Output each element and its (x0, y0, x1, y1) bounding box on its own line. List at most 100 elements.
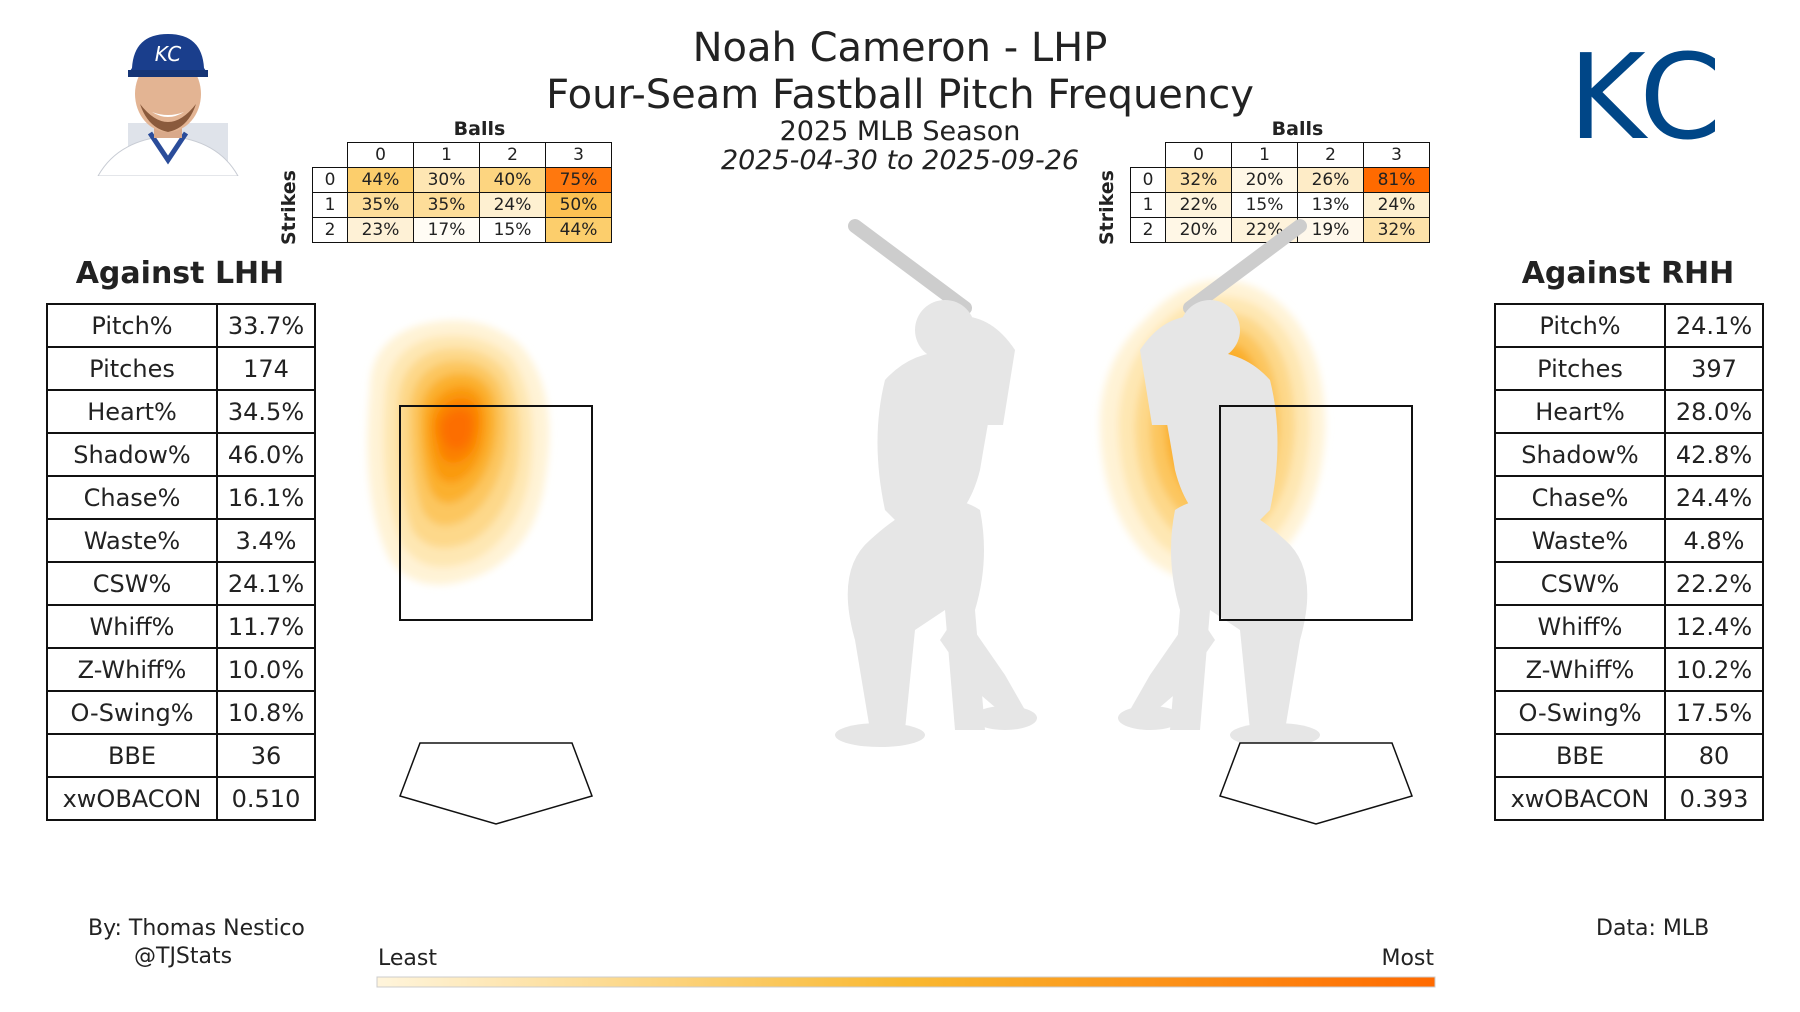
byline: By: Thomas Nestico (88, 916, 305, 941)
stat-value: 46.0% (216, 432, 316, 477)
stat-value: 0.393 (1664, 776, 1764, 821)
stat-label: Z-Whiff% (1494, 647, 1666, 692)
colorbar-most-label: Most (1381, 946, 1434, 971)
stat-value: 24.1% (1664, 303, 1764, 348)
stat-value: 42.8% (1664, 432, 1764, 477)
count-cell: 81% (1363, 167, 1430, 193)
stat-label: Chase% (46, 475, 218, 520)
kc-royals-logo: KC (1575, 30, 1715, 166)
count-cell: 44% (545, 217, 612, 243)
player-headshot: KC (97, 34, 239, 176)
stat-label: Waste% (46, 518, 218, 563)
count-cell: 35% (413, 192, 480, 218)
stat-value: 22.2% (1664, 561, 1764, 606)
stat-row: BBE 80 (1494, 733, 1764, 778)
count-cell: 44% (347, 167, 414, 193)
strikes-label-lhh: Strikes (278, 170, 300, 245)
pitch-location-graphic (367, 200, 1413, 825)
lhh-panel-header: Against LHH (75, 256, 285, 291)
stat-row: Chase% 16.1% (46, 475, 316, 520)
stat-row: Whiff% 11.7% (46, 604, 316, 649)
stat-value: 174 (216, 346, 316, 391)
lhh-strike-zone (399, 405, 593, 621)
stat-label: BBE (46, 733, 218, 778)
balls-col-header: 0 (1165, 142, 1232, 168)
cap-logo-text: KC (155, 42, 182, 66)
stat-row: Pitch% 24.1% (1494, 303, 1764, 348)
stat-label: Pitch% (46, 303, 218, 348)
logo-text: KC (1575, 30, 1715, 166)
stat-label: xwOBACON (1494, 776, 1666, 821)
rhh-panel-header: Against RHH (1521, 256, 1735, 291)
stat-value: 10.0% (216, 647, 316, 692)
left-handed-batter-silhouette (835, 226, 1037, 747)
lhh-stats-table: Pitch% 33.7% Pitches 174 Heart% 34.5% Shado… (46, 303, 316, 821)
stat-label: BBE (1494, 733, 1666, 778)
stat-label: Chase% (1494, 475, 1666, 520)
stat-label: Pitch% (1494, 303, 1666, 348)
chart-title-line2: Four-Seam Fastball Pitch Frequency (546, 72, 1254, 118)
frequency-colorbar (376, 976, 1436, 988)
count-cell: 24% (479, 192, 546, 218)
balls-col-header: 3 (545, 142, 612, 168)
count-cell: 15% (479, 217, 546, 243)
stat-label: Pitches (1494, 346, 1666, 391)
stat-row: Pitch% 33.7% (46, 303, 316, 348)
count-table-lhh: 0 1 2 3 0 44% 30% 40% 75% 1 35% 35% 24% … (312, 142, 612, 243)
stat-value: 34.5% (216, 389, 316, 434)
stat-row: CSW% 22.2% (1494, 561, 1764, 606)
rhh-home-plate (1219, 742, 1413, 825)
balls-label-rhh: Balls (1271, 118, 1324, 140)
count-cell: 40% (479, 167, 546, 193)
stat-label: Whiff% (46, 604, 218, 649)
stat-label: Shadow% (1494, 432, 1666, 477)
balls-col-header: 3 (1363, 142, 1430, 168)
lhh-density-heatmap (367, 320, 550, 585)
stat-row: Chase% 24.4% (1494, 475, 1764, 520)
date-range: 2025-04-30 to 2025-09-26 (720, 145, 1080, 176)
stat-row: Heart% 34.5% (46, 389, 316, 434)
count-cell: 20% (1231, 167, 1298, 193)
stat-label: O-Swing% (46, 690, 218, 735)
stat-value: 11.7% (216, 604, 316, 649)
stat-label: Whiff% (1494, 604, 1666, 649)
stat-value: 33.7% (216, 303, 316, 348)
stat-label: Pitches (46, 346, 218, 391)
stat-value: 397 (1664, 346, 1764, 391)
stat-label: Heart% (1494, 389, 1666, 434)
count-cell: 22% (1165, 192, 1232, 218)
stat-label: Waste% (1494, 518, 1666, 563)
stat-value: 10.8% (216, 690, 316, 735)
colorbar-least-label: Least (378, 946, 437, 971)
twitter-handle: @TJStats (134, 944, 233, 969)
count-table-rhh: 0 1 2 3 0 32% 20% 26% 81% 1 22% 15% 13% … (1130, 142, 1430, 243)
stat-row: xwOBACON 0.510 (46, 776, 316, 821)
stat-row: BBE 36 (46, 733, 316, 778)
strikes-row-header: 2 (312, 217, 348, 243)
stat-label: CSW% (1494, 561, 1666, 606)
count-cell: 15% (1231, 192, 1298, 218)
count-cell: 35% (347, 192, 414, 218)
strikes-row-header: 1 (312, 192, 348, 218)
count-cell: 20% (1165, 217, 1232, 243)
stat-value: 24.1% (216, 561, 316, 606)
balls-col-header: 2 (1297, 142, 1364, 168)
strikes-row-header: 2 (1130, 217, 1166, 243)
stat-value: 24.4% (1664, 475, 1764, 520)
stat-row: O-Swing% 17.5% (1494, 690, 1764, 735)
stat-row: Waste% 4.8% (1494, 518, 1764, 563)
count-cell: 32% (1165, 167, 1232, 193)
stat-value: 17.5% (1664, 690, 1764, 735)
stat-label: O-Swing% (1494, 690, 1666, 735)
rhh-stats-table: Pitch% 24.1% Pitches 397 Heart% 28.0% Shado… (1494, 303, 1764, 821)
stat-value: 80 (1664, 733, 1764, 778)
balls-col-header: 0 (347, 142, 414, 168)
count-cell: 75% (545, 167, 612, 193)
stat-label: CSW% (46, 561, 218, 606)
data-source: Data: MLB (1596, 916, 1710, 941)
stat-row: Z-Whiff% 10.2% (1494, 647, 1764, 692)
strikes-row-header: 0 (312, 167, 348, 193)
stat-value: 12.4% (1664, 604, 1764, 649)
stat-value: 16.1% (216, 475, 316, 520)
stat-row: Whiff% 12.4% (1494, 604, 1764, 649)
